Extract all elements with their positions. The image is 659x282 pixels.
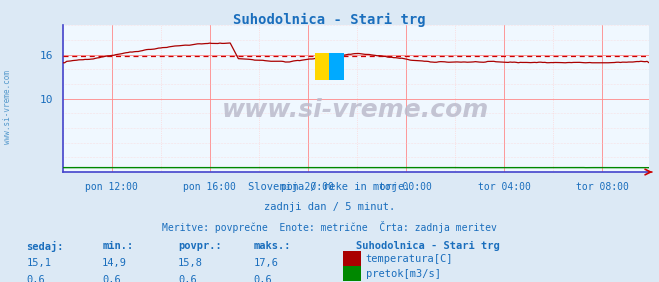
Text: 0,6: 0,6 xyxy=(178,275,196,282)
Text: zadnji dan / 5 minut.: zadnji dan / 5 minut. xyxy=(264,202,395,212)
FancyBboxPatch shape xyxy=(330,53,344,80)
Text: 0,6: 0,6 xyxy=(26,275,45,282)
FancyBboxPatch shape xyxy=(315,53,330,80)
Text: 17,6: 17,6 xyxy=(254,258,279,268)
Text: pretok[m3/s]: pretok[m3/s] xyxy=(366,268,441,279)
Text: 14,9: 14,9 xyxy=(102,258,127,268)
Text: 15,1: 15,1 xyxy=(26,258,51,268)
Text: Meritve: povprečne  Enote: metrične  Črta: zadnja meritev: Meritve: povprečne Enote: metrične Črta:… xyxy=(162,221,497,233)
Text: www.si-vreme.com: www.si-vreme.com xyxy=(222,98,490,122)
Text: Slovenija / reke in morje.: Slovenija / reke in morje. xyxy=(248,182,411,192)
Text: Suhodolnica - Stari trg: Suhodolnica - Stari trg xyxy=(356,241,500,251)
Text: temperatura[C]: temperatura[C] xyxy=(366,254,453,264)
Text: maks.:: maks.: xyxy=(254,241,291,251)
Text: sedaj:: sedaj: xyxy=(26,241,64,252)
Text: 0,6: 0,6 xyxy=(254,275,272,282)
Text: www.si-vreme.com: www.si-vreme.com xyxy=(3,70,13,144)
Text: Suhodolnica - Stari trg: Suhodolnica - Stari trg xyxy=(233,13,426,27)
Text: 0,6: 0,6 xyxy=(102,275,121,282)
Text: povpr.:: povpr.: xyxy=(178,241,221,251)
Text: min.:: min.: xyxy=(102,241,133,251)
Text: 15,8: 15,8 xyxy=(178,258,203,268)
